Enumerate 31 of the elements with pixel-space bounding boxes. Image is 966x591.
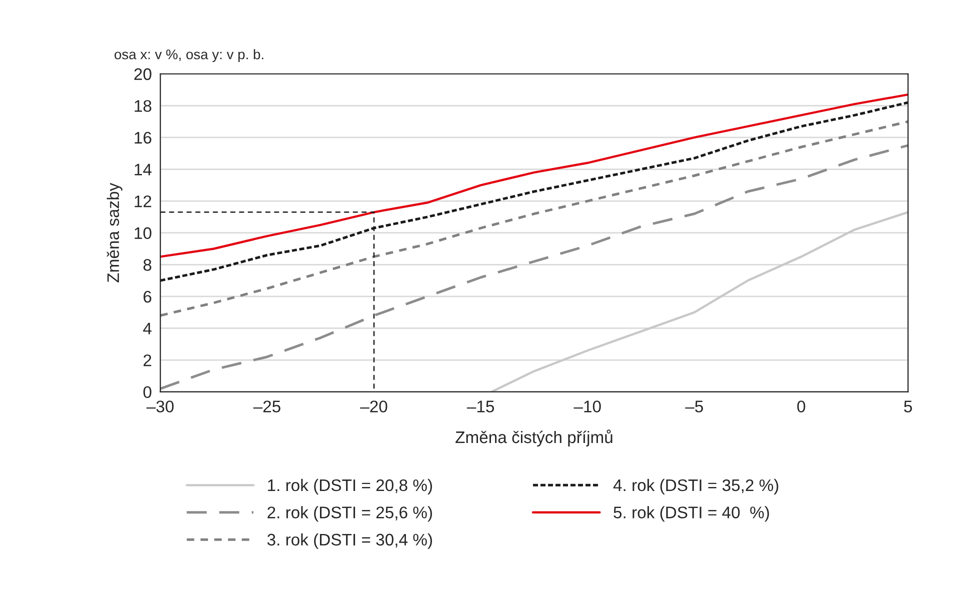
y-tick-label: 14: [134, 164, 152, 176]
y-tick-label: 6: [144, 290, 152, 303]
legend-label: 5. rok (DSTI = 40 %): [614, 506, 769, 522]
y-tick-label: 10: [134, 227, 152, 240]
x-tick-label: –25: [253, 400, 280, 412]
y-tick-label: 16: [134, 132, 152, 144]
line-series: [160, 120, 908, 317]
line-series: [490, 211, 908, 392]
legend-label: 3. rok (DSTI = 30,4 %): [267, 533, 432, 549]
legend-label: 1. rok (DSTI = 20,8 %): [268, 478, 432, 494]
y-axis-title: Změna sazby: [106, 182, 122, 282]
y-tick-label: 18: [134, 100, 152, 112]
y-tick-label: 8: [143, 259, 152, 271]
legend-label: 2. rok (DSTI = 25,6 %): [268, 506, 432, 522]
line-series: [160, 144, 908, 390]
x-tick-label: –30: [146, 400, 174, 412]
y-tick-label: 20: [134, 68, 152, 80]
x-tick-label: 5: [904, 400, 912, 412]
line-series: [160, 93, 908, 258]
x-tick-label: 0: [797, 400, 806, 412]
y-tick-label: 2: [144, 354, 152, 366]
x-tick-label: –15: [466, 400, 494, 412]
legend-label: 4. rok (DSTI = 35,2 %): [613, 478, 778, 494]
y-tick-label: 12: [134, 195, 152, 208]
y-tick-label: 0: [143, 386, 152, 398]
y-tick-label: 4: [143, 322, 152, 334]
x-tick-label: –10: [574, 400, 601, 412]
x-tick-label: –20: [360, 400, 388, 412]
x-axis-title: Změna čistých příjmů: [456, 430, 612, 446]
x-tick-label: –5: [685, 400, 703, 412]
text: osa x: v %, osa y: v p. b.: [114, 49, 264, 62]
